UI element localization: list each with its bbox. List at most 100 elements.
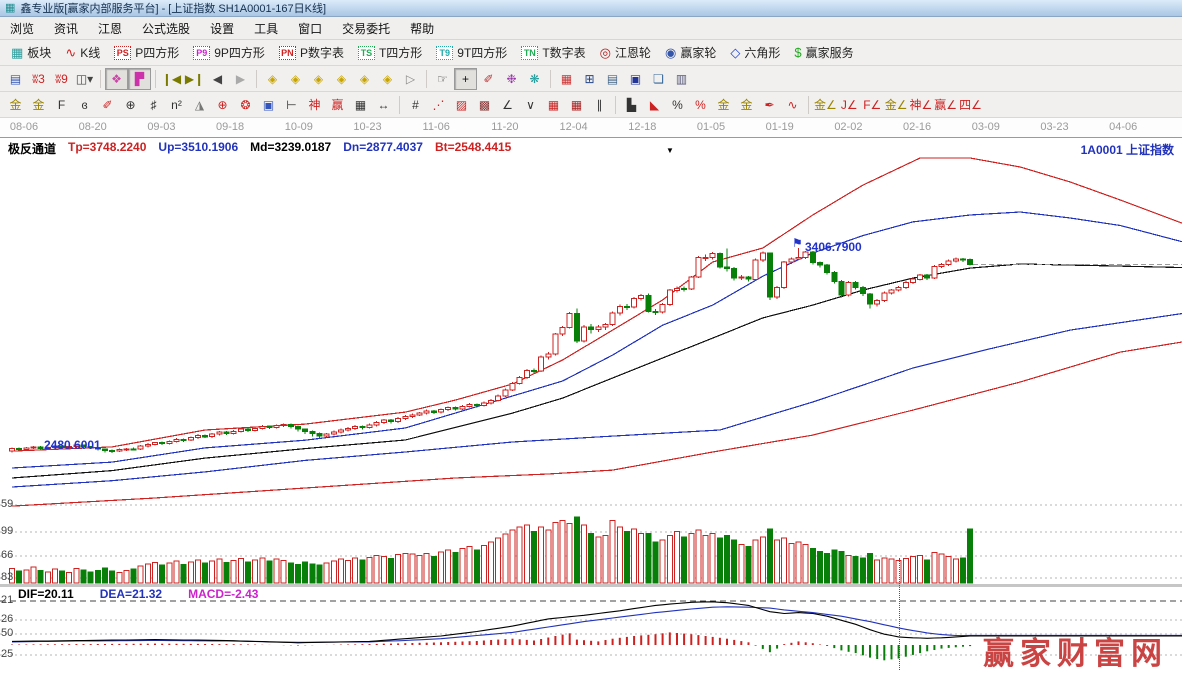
shen-ruler-icon[interactable]: 神 [308, 97, 321, 112]
t-square-button[interactable]: TS T四方形 [351, 41, 429, 64]
date-label: 09-18 [216, 121, 245, 133]
f-ruler-icon[interactable]: F [57, 97, 66, 112]
f-angle-icon[interactable]: F∠ [863, 97, 882, 112]
bar-scale-9-icon[interactable]: ʬ9 [55, 71, 68, 86]
menu-trading[interactable]: 交易委托 [342, 21, 391, 36]
diamond-collapse-icon[interactable]: ◈ [336, 71, 347, 86]
menu-settings[interactable]: 设置 [210, 21, 235, 36]
t9-square-button[interactable]: T9 9T四方形 [429, 41, 514, 64]
diamond-right-icon[interactable]: ◈ [290, 71, 301, 86]
macd-canvas[interactable] [0, 587, 1182, 676]
print-icon[interactable]: ▥ [675, 71, 688, 86]
menu-formula-screener[interactable]: 公式选股 [142, 21, 191, 36]
export-icon[interactable]: ❏ [653, 71, 664, 86]
diamond-star-icon[interactable]: ◈ [359, 71, 370, 86]
candle-style-icon[interactable]: ◫▾ [75, 71, 94, 86]
menu-help[interactable]: 帮助 [410, 21, 435, 36]
titlebar[interactable]: ▦ 鑫专业版[赢家内部服务平台] - [上证指数 SH1A0001-167日K线… [0, 0, 1182, 17]
box-tool-icon[interactable]: # [412, 97, 419, 112]
ying-angle-icon[interactable]: 赢∠ [934, 97, 958, 112]
vee-line-icon[interactable]: ∨ [526, 97, 535, 112]
macd-axis-label: 21 [1, 594, 14, 606]
pointer-icon[interactable]: ▷ [405, 71, 416, 86]
diamond-left-icon[interactable]: ◈ [267, 71, 278, 86]
red-grid-2-icon[interactable]: ▦ [570, 97, 583, 112]
gold-ruler-2-icon[interactable]: 金 [32, 97, 45, 112]
triangle-ruler-icon[interactable]: ◮ [194, 97, 205, 112]
notes-icon[interactable]: ▤ [606, 71, 619, 86]
diamond-expand-icon[interactable]: ◈ [382, 71, 393, 86]
brush-icon[interactable]: ✐ [102, 97, 113, 112]
menu-news[interactable]: 资讯 [54, 21, 79, 36]
target-blue-icon[interactable]: ▣ [262, 97, 275, 112]
protractor-icon[interactable]: ✐ [483, 71, 494, 86]
hexagon-button-label: 六角形 [744, 46, 781, 60]
winner-service-button[interactable]: $ 赢家服务 [787, 41, 860, 64]
sector-button[interactable]: ▦ 板块 [4, 41, 58, 64]
span-arrows-icon[interactable]: ↔ [377, 97, 390, 112]
percent-triangle-icon[interactable]: ◣ [649, 97, 660, 112]
red-grid-icon[interactable]: ▦ [547, 97, 560, 112]
gold-angle-icon[interactable]: 金∠ [814, 97, 837, 112]
p-number-table-button[interactable]: PN P数字表 [272, 41, 351, 64]
si-angle-icon[interactable]: 四∠ [959, 97, 982, 112]
menu-window[interactable]: 窗口 [298, 21, 323, 36]
grid-fill-icon[interactable]: ▩ [478, 97, 491, 112]
gold-circle-icon[interactable]: 金 [717, 97, 730, 112]
gold-line-icon[interactable]: 金 [740, 97, 753, 112]
menu-tools[interactable]: 工具 [254, 21, 279, 36]
target-red-icon[interactable]: ❂ [240, 97, 251, 112]
mark-icon[interactable]: ⊢ [286, 97, 297, 112]
kline-button[interactable]: ∿ K线 [58, 41, 107, 64]
number-ruler-icon[interactable]: ▦ [354, 97, 367, 112]
diamond-hexpand-icon[interactable]: ◈ [313, 71, 324, 86]
hexagon-button[interactable]: ◇ 六角形 [723, 41, 787, 64]
winner-wheel-button[interactable]: ◉ 赢家轮 [658, 41, 723, 64]
hand-icon[interactable]: ☞ [437, 71, 448, 86]
gold-ruler-icon[interactable]: 金 [9, 97, 22, 112]
p9-square-button-label: 9P四方形 [214, 46, 265, 60]
calendar-icon[interactable]: ▦ [560, 71, 573, 86]
scale-ruler-icon[interactable]: ♯ [150, 97, 157, 112]
nav-next-icon[interactable]: ▶ [235, 71, 246, 86]
n2-ruler-icon[interactable]: n² [171, 97, 182, 112]
circle-cross-icon[interactable]: ⊕ [217, 97, 228, 112]
percent-icon[interactable]: % [672, 97, 683, 112]
gann-wheel-button[interactable]: ◎ 江恩轮 [593, 41, 658, 64]
spiral-icon[interactable]: ɞ [81, 97, 88, 112]
t-number-table-button[interactable]: TN T数字表 [514, 41, 592, 64]
calculator-icon[interactable]: ⊞ [584, 71, 595, 86]
p-number-table-button-label: P数字表 [299, 46, 344, 60]
p-square-button[interactable]: PS P四方形 [107, 41, 186, 64]
pen-icon[interactable]: ✒ [764, 97, 775, 112]
bar-scale-3-icon[interactable]: ʬ3 [32, 71, 45, 86]
p9-square-button[interactable]: P9 9P四方形 [186, 41, 272, 64]
seal-tool-icon[interactable]: ❉ [506, 71, 517, 86]
parallel-icon[interactable]: ∥ [596, 97, 603, 112]
nav-first-icon[interactable]: ❙◀ [161, 71, 182, 86]
j-angle-icon[interactable]: J∠ [840, 97, 858, 112]
hist-tool-icon[interactable]: ▙ [626, 97, 637, 112]
clipboard-icon[interactable]: ▤ [9, 71, 22, 86]
pattern-tool-icon[interactable]: ❖ [105, 67, 128, 90]
t9-square-button-icon: T9 [436, 45, 454, 60]
main-chart-canvas[interactable] [0, 138, 1182, 584]
percent-line-icon[interactable]: % [695, 97, 706, 112]
nav-last-icon[interactable]: ▶❙ [184, 71, 205, 86]
wave-tool-icon[interactable]: ❋ [529, 71, 540, 86]
fan-grid-icon[interactable]: ▨ [455, 97, 468, 112]
ying-ruler-icon[interactable]: 赢 [331, 97, 344, 112]
crosshair-icon[interactable]: + [454, 67, 477, 90]
angle-line-icon[interactable]: ∠ [502, 97, 513, 112]
color-chart-icon[interactable]: ▛ [128, 67, 151, 90]
save-icon[interactable]: ▣ [629, 71, 642, 86]
circle3-icon[interactable]: ⊕ [125, 97, 136, 112]
winner-service-button-icon: $ [794, 45, 802, 60]
nav-prev-icon[interactable]: ◀ [212, 71, 223, 86]
fan-lines-icon[interactable]: ⋰ [432, 97, 445, 112]
gold-angle-2-icon[interactable]: 金∠ [884, 97, 908, 112]
shen-angle-icon[interactable]: 神∠ [909, 97, 933, 112]
menu-gann[interactable]: 江恩 [98, 21, 123, 36]
wave-ruler-icon[interactable]: ∿ [787, 97, 798, 112]
menu-browse[interactable]: 浏览 [10, 21, 35, 36]
